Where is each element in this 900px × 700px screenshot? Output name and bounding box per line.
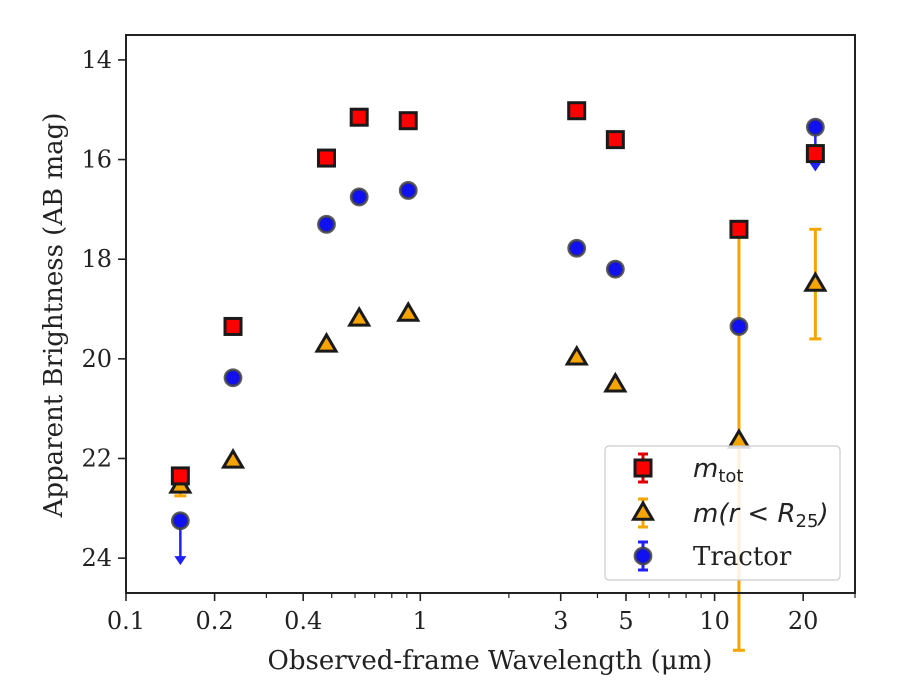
mr25-marker (564, 344, 589, 366)
tractor-marker (349, 187, 369, 207)
x-tick-label: 0.1 (107, 607, 145, 635)
x-axis-label: Observed-frame Wavelength (μm) (268, 646, 713, 676)
legend-label-mtot: mtot (693, 454, 743, 487)
x-tick-label: 5 (618, 607, 633, 635)
tractor-upper-limit-arrowhead (809, 162, 822, 172)
legend-label-mr25: m(r < R25) (693, 499, 829, 532)
legend-marker-mr25 (630, 500, 656, 521)
mtot-marker (223, 316, 243, 336)
plot-frame (125, 34, 856, 594)
tractor-marker (398, 181, 418, 200)
legend-label-tractor: Tractor (693, 542, 792, 572)
tractor-marker (317, 214, 336, 234)
x-tick-label: 3 (553, 607, 568, 635)
y-tick-label: 18 (81, 245, 112, 273)
legend-marker-tractor (633, 546, 653, 566)
y-tick-label: 24 (81, 544, 112, 572)
y-tick-label: 16 (81, 146, 112, 174)
tractor-marker (729, 317, 749, 336)
x-tick-label: 1 (413, 607, 428, 635)
data-markers (168, 101, 828, 531)
mr25-marker (220, 448, 246, 469)
mr25-marker (347, 306, 372, 327)
mtot-marker (349, 107, 369, 127)
y-axis-label: Apparent Brightness (AB mag) (39, 113, 69, 519)
tractor-upper-limit-arrowhead (174, 556, 187, 566)
y-tick-label: 14 (81, 46, 112, 74)
mtot-marker (567, 101, 587, 121)
mtot-marker (398, 111, 418, 131)
mtot-marker (805, 144, 825, 164)
tractor-marker (170, 511, 190, 531)
mr25-marker (314, 331, 339, 353)
mtot-marker (729, 219, 749, 239)
x-tick-label: 0.4 (284, 607, 322, 635)
y-tick-label: 20 (81, 345, 112, 373)
tractor-marker (567, 238, 587, 258)
mr25-marker (803, 271, 828, 292)
mr25-marker (603, 371, 628, 393)
mtot-marker (605, 130, 625, 150)
x-tick-label: 10 (699, 607, 730, 635)
legend: mtot m(r < R25) Tractor (604, 445, 841, 581)
tractor-marker (223, 368, 243, 388)
mr25-marker (726, 428, 752, 449)
y-tick-label: 22 (81, 444, 112, 472)
tractor-marker (605, 259, 625, 279)
x-tick-label: 0.2 (196, 607, 234, 635)
legend-marker-mtot (633, 458, 653, 478)
tractor-marker (805, 117, 825, 137)
mtot-marker (316, 148, 336, 168)
mr25-marker (396, 301, 421, 322)
x-tick-label: 20 (788, 607, 819, 635)
mtot-marker (170, 466, 190, 486)
legend-box (604, 445, 841, 581)
tick-labels: 0.1 0.2 0.4 1 3 5 10 20 14 16 18 20 22 24 (81, 46, 818, 635)
